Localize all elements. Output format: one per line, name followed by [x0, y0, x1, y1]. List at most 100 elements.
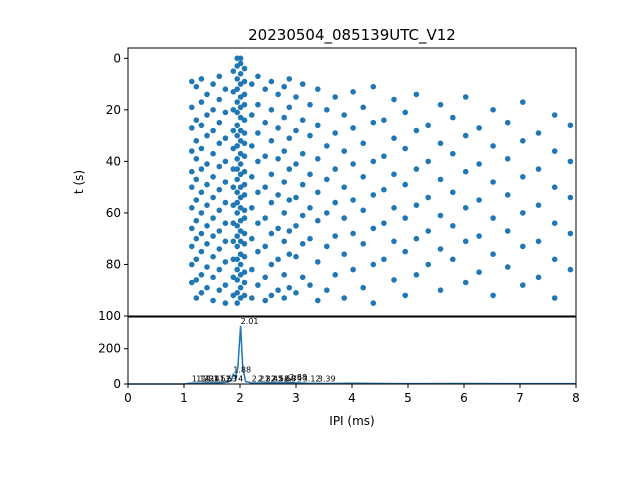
raster-point-13-2 [262, 153, 269, 159]
raster-point-17-4 [286, 197, 293, 203]
raster-point-8-4 [234, 99, 240, 105]
raster-point-11-3 [249, 174, 255, 180]
raster-point-8-6 [234, 122, 240, 129]
raster-point-3-6 [204, 223, 210, 229]
raster-point-23-0 [332, 94, 339, 100]
raster-point-8-11 [234, 176, 240, 183]
raster-point-5-9 [216, 266, 223, 273]
peak-label-12: 2.56 [271, 375, 289, 384]
raster-point-3-5 [204, 202, 210, 208]
raster-point-28-3 [381, 220, 387, 226]
histogram-y-tick-label-0: 0 [113, 377, 121, 391]
raster-point-6-9 [222, 282, 229, 288]
raster-point-13-3 [262, 184, 269, 190]
raster-point-21-3 [315, 189, 321, 196]
histogram-x-tick-label-8: 8 [572, 391, 580, 405]
raster-point-25-0 [350, 89, 356, 95]
raster-point-24-3 [341, 215, 348, 221]
raster-point-27-3 [370, 192, 377, 198]
raster-y-axis-label: t (s) [72, 170, 86, 194]
raster-point-21-1 [315, 122, 321, 129]
raster-point-8-3 [234, 86, 240, 92]
histogram-x-tick-label-3: 3 [292, 391, 300, 405]
raster-points [189, 55, 574, 306]
raster-point-31-5 [413, 272, 420, 278]
raster-y-tick-label-1: 20 [106, 103, 121, 117]
raster-point-17-3 [286, 166, 293, 172]
raster-point-16-1 [281, 114, 288, 121]
raster-point-0-7 [189, 225, 195, 232]
raster-point-16-5 [281, 238, 288, 245]
raster-point-14-6 [268, 261, 275, 268]
peak-label-1: 1.22 [196, 374, 214, 383]
raster-point-37-2 [490, 179, 496, 185]
raster-point-4-8 [210, 253, 216, 260]
peak-label-0: 1.14 [192, 374, 210, 383]
raster-point-10-11 [241, 207, 248, 214]
raster-point-22-4 [324, 243, 330, 250]
raster-point-14-0 [268, 78, 275, 85]
raster-point-15-4 [275, 225, 281, 232]
peak-label-10: 2.32 [258, 375, 276, 384]
raster-point-21-6 [315, 297, 321, 304]
raster-point-32-0 [425, 122, 432, 129]
raster-point-23-2 [332, 166, 339, 172]
raster-point-4-5 [210, 194, 216, 201]
raster-point-32-3 [425, 228, 432, 234]
raster-point-12-7 [255, 282, 261, 288]
raster-point-29-4 [391, 238, 397, 245]
raster-point-12-2 [255, 130, 261, 136]
raster-point-0-5 [189, 184, 195, 190]
raster-point-14-2 [268, 138, 275, 144]
raster-point-32-4 [425, 261, 432, 268]
raster-point-19-6 [299, 274, 306, 281]
raster-point-15-6 [275, 287, 281, 294]
raster-point-30-1 [402, 145, 409, 152]
raster-point-3-7 [204, 241, 210, 247]
raster-point-13-1 [262, 119, 269, 126]
raster-point-4-0 [210, 81, 216, 87]
raster-point-24-4 [341, 251, 348, 257]
raster-point-8-17 [234, 243, 240, 250]
raster-point-4-9 [210, 274, 216, 281]
raster-point-31-2 [413, 166, 420, 172]
raster-point-16-7 [281, 295, 288, 301]
raster-panel: 0 20 40 60 80 100 t (s) [72, 47, 577, 323]
raster-point-40-4 [535, 274, 542, 281]
raster-point-22-5 [324, 287, 330, 294]
raster-point-21-5 [315, 259, 321, 265]
raster-point-1-6 [193, 217, 200, 224]
histogram-line [128, 325, 576, 385]
raster-point-29-5 [391, 277, 397, 283]
raster-point-5-0 [216, 73, 223, 80]
raster-point-35-1 [462, 132, 469, 139]
raster-point-8-13 [234, 199, 240, 206]
raster-point-2-6 [198, 210, 205, 216]
raster-point-2-5 [198, 189, 205, 196]
raster-point-23-4 [332, 233, 339, 239]
raster-point-3-0 [204, 91, 210, 98]
raster-point-10-0 [241, 65, 248, 72]
raster-point-5-5 [216, 186, 223, 193]
raster-point-19-0 [299, 81, 306, 87]
raster-point-25-5 [350, 266, 356, 273]
histogram-axes-frame [127, 316, 577, 385]
raster-point-26-2 [360, 174, 367, 180]
raster-point-10-15 [241, 253, 248, 260]
raster-point-1-9 [193, 277, 200, 283]
raster-point-9-1 [237, 60, 244, 67]
raster-point-37-5 [490, 292, 496, 299]
raster-point-24-2 [341, 184, 348, 190]
raster-point-27-1 [370, 119, 377, 126]
raster-point-41-0 [551, 112, 558, 118]
raster-point-25-2 [350, 161, 356, 167]
raster-point-8-12 [234, 189, 240, 196]
raster-point-34-2 [450, 189, 456, 196]
raster-point-20-2 [307, 171, 313, 178]
raster-point-4-10 [210, 297, 216, 304]
raster-point-36-0 [476, 125, 482, 131]
raster-point-0-9 [189, 261, 195, 268]
raster-point-18-6 [293, 290, 299, 296]
raster-point-14-1 [268, 107, 275, 113]
peak-label-16: 3.12 [303, 375, 321, 384]
